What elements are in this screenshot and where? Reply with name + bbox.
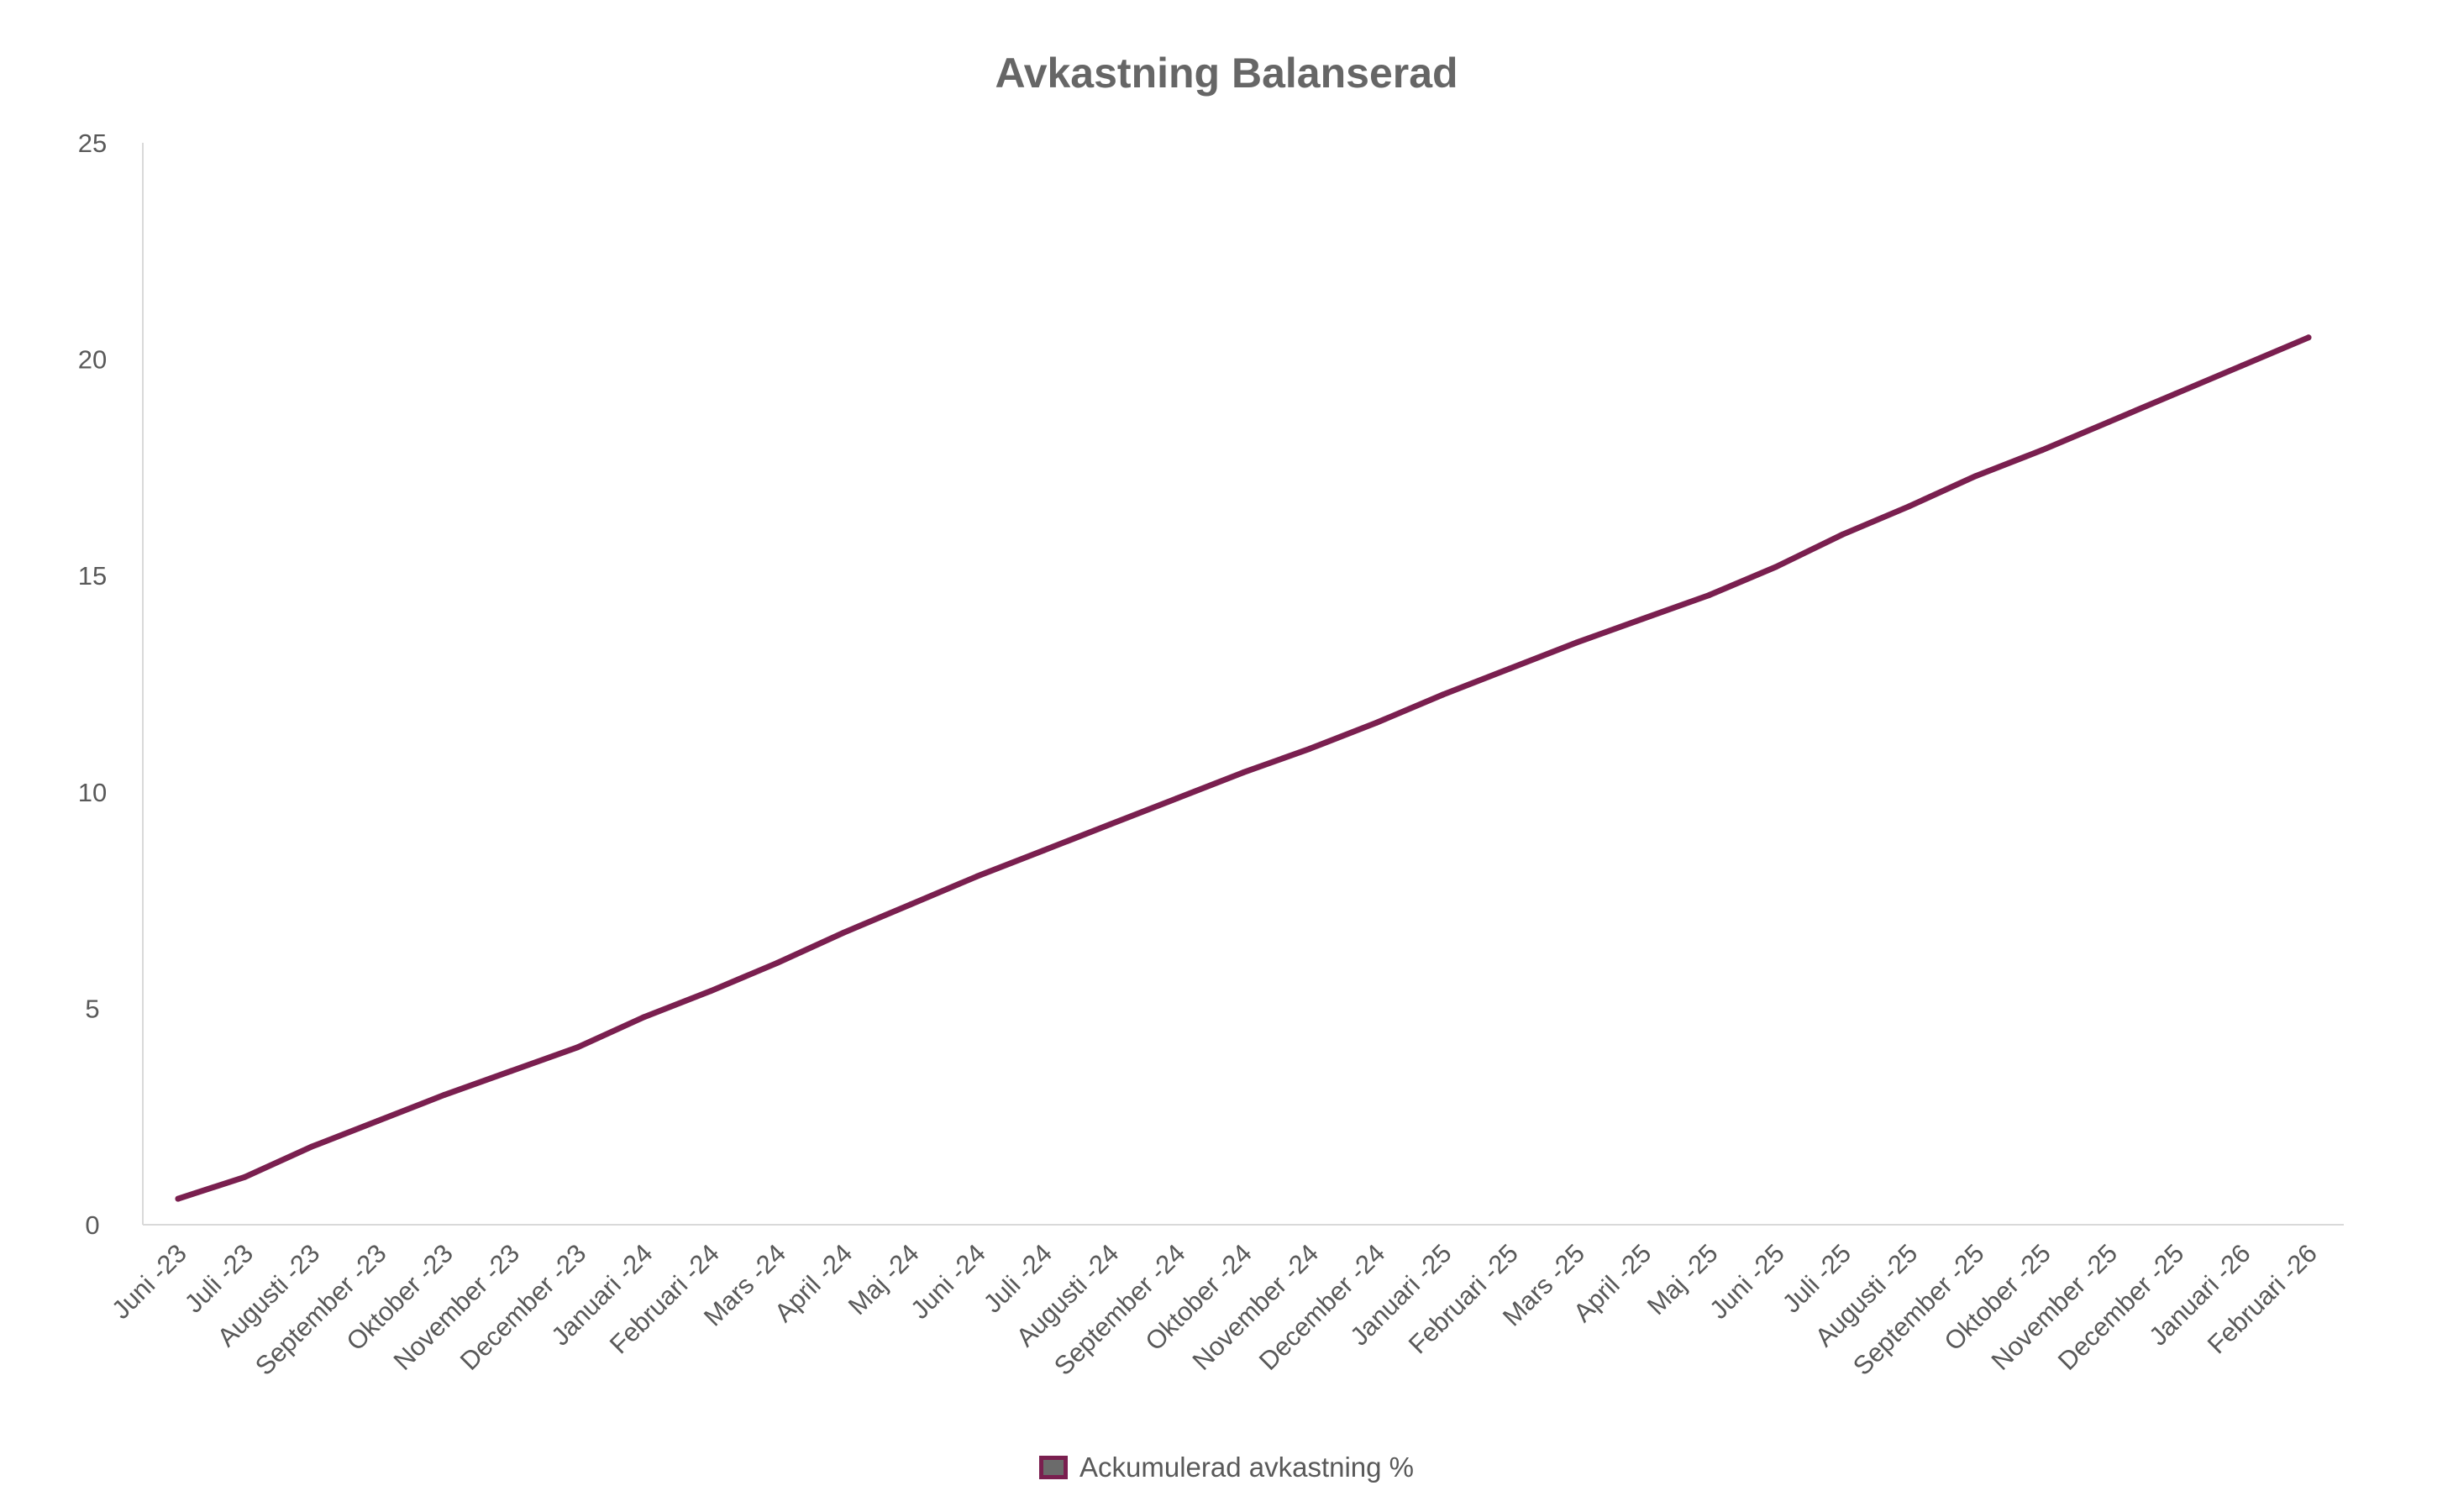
y-tick-label: 10 bbox=[78, 778, 107, 807]
data-point bbox=[375, 1117, 381, 1124]
data-point bbox=[841, 929, 847, 936]
data-point bbox=[2305, 334, 2312, 341]
data-point bbox=[774, 959, 780, 966]
data-point bbox=[1573, 639, 1579, 646]
legend-label: Ackumulerad avkastning % bbox=[1079, 1452, 1415, 1483]
x-tick-label: Juni -23 bbox=[106, 1238, 192, 1325]
data-point bbox=[974, 873, 980, 879]
data-point bbox=[641, 1014, 648, 1021]
data-point bbox=[1906, 503, 1912, 510]
data-point bbox=[1640, 616, 1646, 622]
series-line bbox=[175, 334, 2312, 1202]
data-point bbox=[707, 988, 714, 995]
x-tick-label: Juni -25 bbox=[1704, 1238, 1790, 1325]
y-tick-label: 0 bbox=[85, 1210, 99, 1240]
data-point bbox=[1306, 745, 1313, 752]
data-point bbox=[1374, 719, 1379, 726]
data-point bbox=[1440, 691, 1447, 698]
data-point bbox=[2039, 447, 2046, 454]
data-point bbox=[1706, 591, 1713, 598]
data-point bbox=[1773, 564, 1779, 570]
data-point bbox=[2105, 418, 2112, 425]
legend: Ackumulerad avkastning % bbox=[0, 1452, 2453, 1483]
data-point bbox=[2239, 362, 2246, 369]
y-tick-label: 25 bbox=[78, 129, 107, 158]
data-point bbox=[507, 1068, 514, 1074]
data-point bbox=[1040, 847, 1047, 853]
data-point bbox=[1107, 821, 1113, 827]
data-point bbox=[1174, 795, 1180, 801]
data-point bbox=[907, 901, 914, 908]
data-point bbox=[241, 1173, 248, 1180]
data-point bbox=[2172, 391, 2178, 397]
y-tick-label: 5 bbox=[85, 994, 99, 1023]
y-tick-label: 15 bbox=[78, 561, 107, 591]
data-point bbox=[1839, 531, 1846, 538]
data-point bbox=[1506, 665, 1513, 672]
legend-swatch bbox=[1038, 1456, 1068, 1479]
y-tick-label: 20 bbox=[78, 345, 107, 375]
data-point bbox=[1240, 769, 1247, 776]
data-point bbox=[575, 1044, 580, 1051]
data-point bbox=[441, 1091, 448, 1098]
data-point bbox=[1972, 473, 1979, 480]
data-point bbox=[175, 1195, 181, 1202]
data-point bbox=[308, 1143, 314, 1150]
x-tick-label: Juni -24 bbox=[905, 1238, 991, 1325]
chart-title: Avkastning Balanserad bbox=[995, 50, 1458, 97]
